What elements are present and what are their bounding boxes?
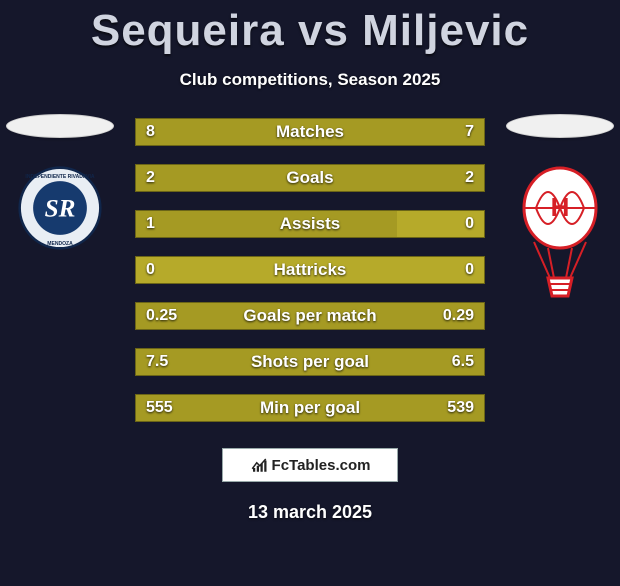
player-base-right <box>506 114 614 138</box>
stat-bar: 7.5Shots per goal6.5 <box>135 348 485 376</box>
page-title: Sequeira vs Miljevic <box>0 6 620 56</box>
stat-bars: 8Matches72Goals21Assists00Hattricks00.25… <box>135 118 485 440</box>
stat-bar: 0Hattricks0 <box>135 256 485 284</box>
stat-label: Min per goal <box>136 395 484 421</box>
svg-text:INDEPENDIENTE RIVADAVIA: INDEPENDIENTE RIVADAVIA <box>25 174 95 180</box>
club-logo-left: SR INDEPENDIENTE RIVADAVIA MENDOZA <box>0 166 120 250</box>
club-logo-right: H <box>500 166 620 306</box>
stat-label: Assists <box>136 211 484 237</box>
stat-value-right: 0 <box>465 211 474 237</box>
player-base-left <box>6 114 114 138</box>
subtitle: Club competitions, Season 2025 <box>0 70 620 90</box>
stat-bar: 0.25Goals per match0.29 <box>135 302 485 330</box>
stat-bar: 1Assists0 <box>135 210 485 238</box>
stat-bar: 8Matches7 <box>135 118 485 146</box>
stat-label: Shots per goal <box>136 349 484 375</box>
stat-label: Hattricks <box>136 257 484 283</box>
date-label: 13 march 2025 <box>0 502 620 523</box>
stat-label: Matches <box>136 119 484 145</box>
site-badge[interactable]: FcTables.com <box>222 448 398 482</box>
stat-label: Goals per match <box>136 303 484 329</box>
stat-value-right: 2 <box>465 165 474 191</box>
stat-value-right: 0.29 <box>443 303 474 329</box>
chart-icon <box>250 456 268 474</box>
stat-value-right: 539 <box>447 395 474 421</box>
title-vs: vs <box>298 6 349 55</box>
title-player-right: Miljevic <box>362 6 529 55</box>
svg-text:SR: SR <box>45 195 76 222</box>
title-player-left: Sequeira <box>91 6 285 55</box>
stat-value-right: 7 <box>465 119 474 145</box>
stat-bar: 2Goals2 <box>135 164 485 192</box>
club-crest-left-icon: SR INDEPENDIENTE RIVADAVIA MENDOZA <box>18 166 102 250</box>
stat-value-right: 6.5 <box>452 349 474 375</box>
site-badge-label: FcTables.com <box>272 457 371 474</box>
svg-text:MENDOZA: MENDOZA <box>47 241 73 247</box>
stat-label: Goals <box>136 165 484 191</box>
svg-text:H: H <box>551 192 570 222</box>
stat-bar: 555Min per goal539 <box>135 394 485 422</box>
club-crest-right-icon: H <box>510 166 610 306</box>
stat-value-right: 0 <box>465 257 474 283</box>
